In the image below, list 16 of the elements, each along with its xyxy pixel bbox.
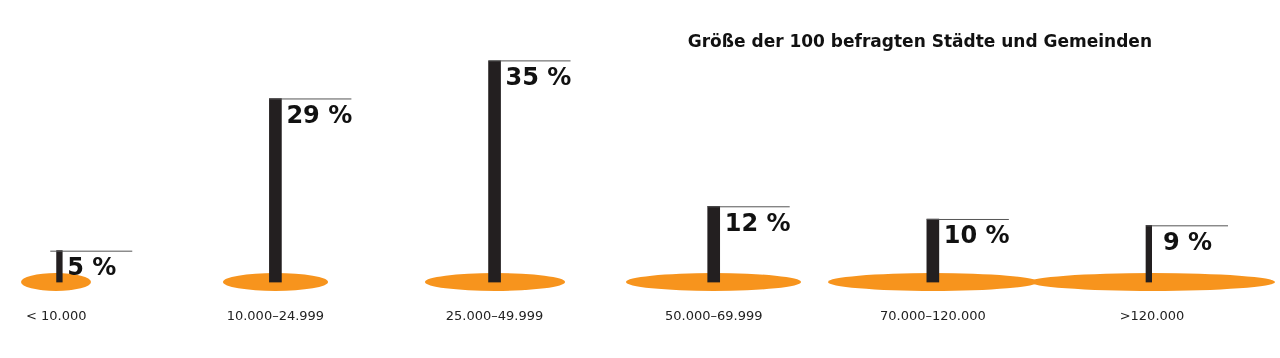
x-tick-label: 50.000–69.999 bbox=[664, 307, 763, 323]
data-label: 9 % bbox=[1163, 227, 1213, 256]
x-tick-label: 25.000–49.999 bbox=[445, 307, 544, 323]
x-tick-label: 70.000–120.000 bbox=[879, 307, 986, 323]
data-label: 10 % bbox=[943, 221, 1010, 250]
bar bbox=[269, 98, 282, 283]
x-tick-label: < 10.000 bbox=[26, 307, 87, 323]
x-tick-label: 10.000–24.999 bbox=[226, 307, 325, 323]
x-tick-label: >120.000 bbox=[1119, 307, 1185, 323]
chart-title: Größe der 100 befragten Städte und Gemeinden bbox=[687, 30, 1152, 51]
data-label: 5 % bbox=[67, 252, 117, 281]
data-label: 29 % bbox=[286, 100, 353, 129]
data-label: 35 % bbox=[505, 62, 572, 91]
bar bbox=[707, 205, 721, 283]
bar bbox=[488, 60, 501, 283]
data-label: 12 % bbox=[724, 208, 791, 237]
